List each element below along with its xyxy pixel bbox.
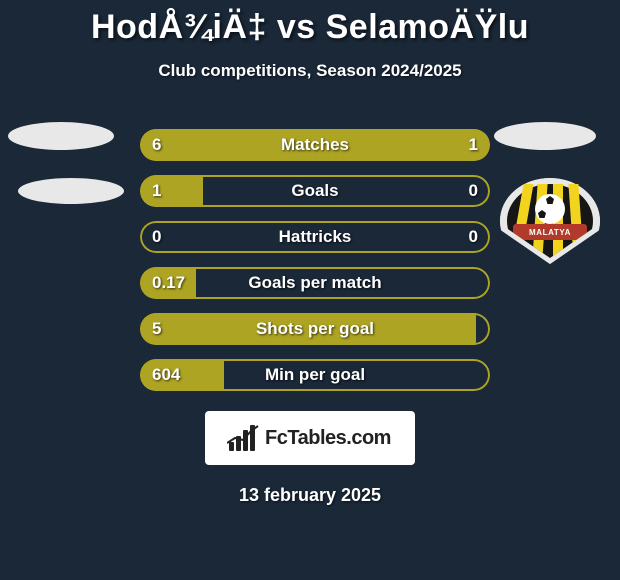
stat-row: 10Goals [0, 169, 620, 215]
stat-label: Hattricks [140, 221, 490, 253]
stat-label: Shots per goal [140, 313, 490, 345]
comparison-card: HodÅ¾iÄ‡ vs SelamoÄŸlu Club competitions… [0, 0, 620, 580]
stat-label: Goals [140, 175, 490, 207]
fctables-bars-icon [229, 425, 257, 451]
date-text: 13 february 2025 [0, 485, 620, 506]
stat-label: Min per goal [140, 359, 490, 391]
stats-bars-container: 61Matches10Goals00Hattricks0.17Goals per… [0, 123, 620, 399]
stat-row: 00Hattricks [0, 215, 620, 261]
fctables-logo: FcTables.com [205, 411, 415, 465]
subtitle: Club competitions, Season 2024/2025 [0, 61, 620, 81]
stat-row: 61Matches [0, 123, 620, 169]
stat-row: 0.17Goals per match [0, 261, 620, 307]
stat-row: 5Shots per goal [0, 307, 620, 353]
stat-label: Goals per match [140, 267, 490, 299]
stat-row: 604Min per goal [0, 353, 620, 399]
stat-label: Matches [140, 129, 490, 161]
fctables-logo-text: FcTables.com [265, 427, 391, 450]
page-title: HodÅ¾iÄ‡ vs SelamoÄŸlu [0, 0, 620, 47]
